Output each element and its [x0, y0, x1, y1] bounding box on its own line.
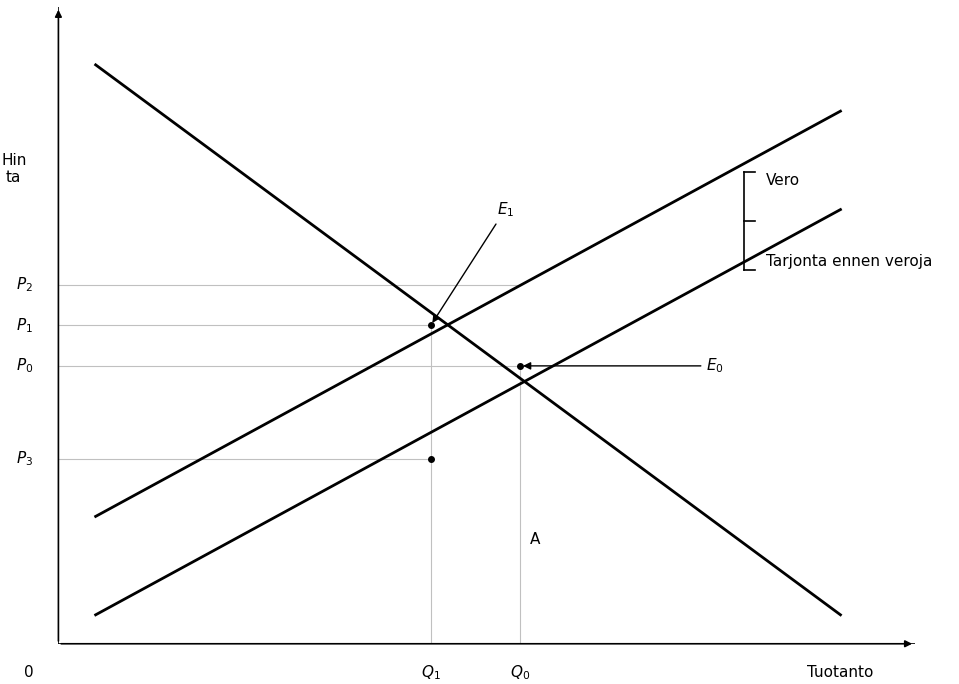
Text: $P_3$: $P_3$	[16, 449, 34, 468]
Text: $P_1$: $P_1$	[16, 316, 34, 334]
Text: $E_1$: $E_1$	[433, 200, 514, 321]
Text: Vero: Vero	[766, 173, 800, 188]
Text: $P_0$: $P_0$	[16, 356, 34, 376]
Text: Tuotanto: Tuotanto	[807, 666, 874, 680]
Text: Tarjonta ennen veroja: Tarjonta ennen veroja	[766, 254, 932, 269]
Text: Hin
ta: Hin ta	[1, 153, 27, 185]
Text: $P_2$: $P_2$	[16, 276, 34, 294]
Text: $Q_0$: $Q_0$	[510, 663, 530, 682]
Text: 0: 0	[24, 666, 34, 680]
Text: $Q_1$: $Q_1$	[421, 663, 441, 682]
Text: A: A	[530, 532, 540, 547]
Text: $E_0$: $E_0$	[525, 356, 724, 376]
